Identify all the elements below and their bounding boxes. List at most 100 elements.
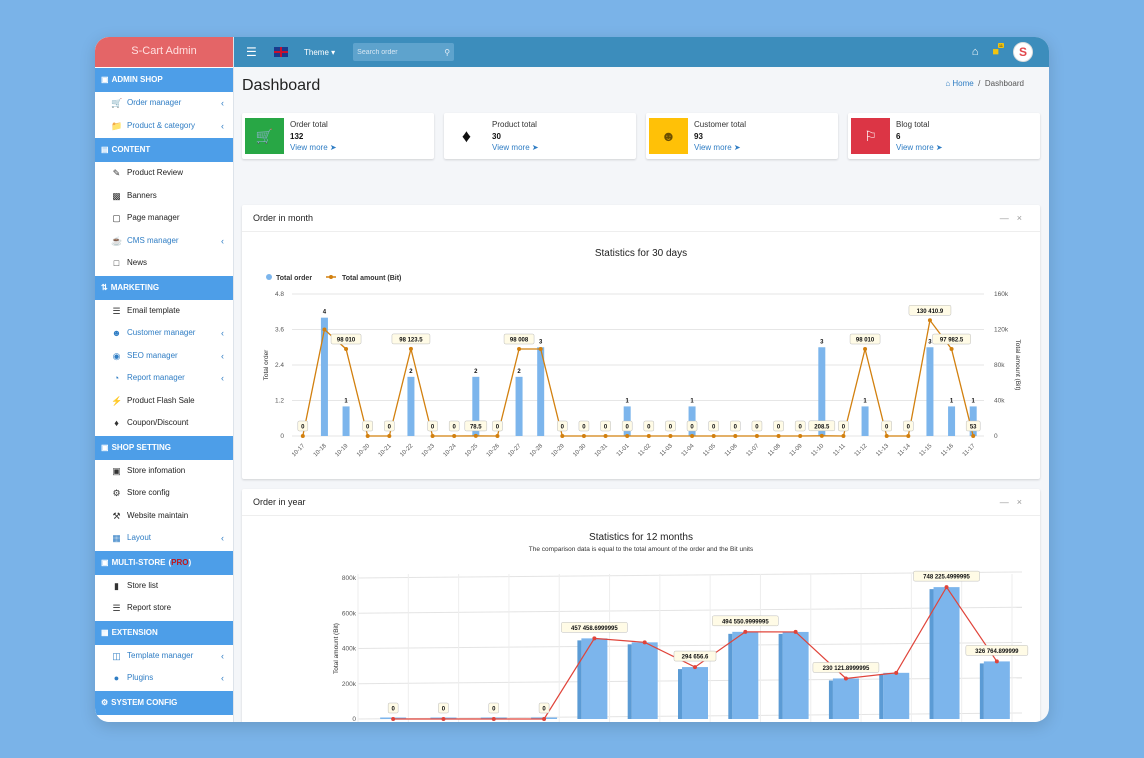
sidebar-item-label: Product Flash Sale xyxy=(127,395,195,405)
point-total-amount xyxy=(668,434,673,438)
line-total-amount xyxy=(302,318,974,437)
line-value-label: 0 xyxy=(366,425,370,431)
data-label-box xyxy=(913,570,980,582)
sidebar-item-news[interactable]: □ News xyxy=(95,252,233,275)
point-trend xyxy=(441,717,446,721)
sidebar-item-plugins[interactable]: ● Plugins ‹ xyxy=(95,667,233,690)
x-tick-label: 10-24 xyxy=(442,443,458,459)
sidebar-item-report-manager[interactable]: ◔ Report manager ‹ xyxy=(95,367,233,390)
y-axis-label: Total amount (Bit) xyxy=(333,623,340,674)
y-tick-label: 0 xyxy=(280,433,284,440)
point-trend xyxy=(994,659,999,664)
line-value-label: 0 xyxy=(388,425,392,431)
point-total-amount xyxy=(581,434,586,438)
line-value-label: 0 xyxy=(442,707,446,713)
sidebar-item-product-review[interactable]: ✎ Product Review xyxy=(95,162,233,185)
bar-value-label: 3 xyxy=(539,339,543,345)
line-value-label: 208.5 xyxy=(814,424,830,430)
y-tick-label: 3.6 xyxy=(275,327,284,334)
sidebar-item-store-infomation[interactable]: ▣ Store infomation xyxy=(95,460,233,483)
arrow-circle-right-icon: ➤ xyxy=(531,143,539,152)
sidebar-item-cms-manager[interactable]: ☕ CMS manager ‹ xyxy=(95,230,233,253)
sidebar-item-layout[interactable]: ▦ Layout ‹ xyxy=(95,527,233,550)
bar-total-order xyxy=(948,406,956,436)
bar-value-label: 1 xyxy=(344,398,348,404)
sidebar-section-admin-shop: ▣ ADMIN SHOP xyxy=(95,68,233,92)
notification-bell-icon[interactable]: ■ 11 xyxy=(992,43,1004,58)
close-icon[interactable]: × xyxy=(1016,497,1030,507)
signs-icon: ⚐ xyxy=(851,118,890,154)
hamburger-menu-icon[interactable]: ☰ xyxy=(246,45,257,59)
chart-icon: ◔ xyxy=(113,373,120,383)
point-trend xyxy=(793,629,798,634)
user-avatar[interactable]: S xyxy=(1013,42,1033,62)
order-in-year-card: Order in year —× Statistics for 12 month… xyxy=(242,489,1040,722)
sidebar-item-label: Report store xyxy=(127,603,172,612)
users-icon: ☻ xyxy=(649,118,688,154)
sidebar-item-page-manager[interactable]: ▢ Page manager xyxy=(95,207,233,230)
breadcrumb-home-link[interactable]: ⌂ Home xyxy=(945,79,974,88)
sidebar-item-customer-manager[interactable]: ☻ Customer manager ‹ xyxy=(95,322,233,345)
view-more-link[interactable]: View more ➤ xyxy=(694,143,741,152)
bar-value-label: 4 xyxy=(323,310,327,316)
chart-12-months: Statistics for 12 months The comparison d… xyxy=(333,532,1029,722)
list-icon: ☰ xyxy=(112,603,121,613)
bar-side-face xyxy=(728,633,733,719)
sidebar-item-banners[interactable]: ▩ Banners xyxy=(95,185,233,208)
bar-total-order xyxy=(472,376,480,436)
line-value-label: 0 xyxy=(712,425,716,431)
point-total-amount xyxy=(927,318,932,323)
sidebar-item-website-maintain[interactable]: ⚒ Website maintain xyxy=(95,505,233,528)
object-group-icon: ▦ xyxy=(112,533,121,543)
info-box-product-total: ♦ Product total 30 View more ➤ xyxy=(444,113,636,159)
sidebar-item-seo-manager[interactable]: ◉ SEO manager ‹ xyxy=(95,345,233,368)
cart-icon: 🛒 xyxy=(245,118,284,154)
view-more-link[interactable]: View more ➤ xyxy=(290,143,337,152)
brand-logo[interactable]: S-Cart Admin xyxy=(95,37,233,67)
pro-label: PRO xyxy=(171,557,189,567)
sidebar-item-product-flash-sale[interactable]: ⚡ Product Flash Sale xyxy=(95,390,233,413)
data-label-box xyxy=(330,333,362,345)
close-icon[interactable]: × xyxy=(1016,213,1030,223)
search-icon[interactable]: ⚲ xyxy=(444,47,451,57)
line-value-label: 0 xyxy=(734,425,738,431)
cogs-icon: ⚙ xyxy=(101,697,109,707)
search-order-input[interactable] xyxy=(357,48,445,56)
sidebar-section-shop-setting: ▣ SHOP SETTING xyxy=(95,435,233,460)
point-total-amount xyxy=(884,434,889,438)
sidebar-item-template-manager[interactable]: ◫ Template manager ‹ xyxy=(95,645,233,668)
bars-icon: ☰ xyxy=(112,305,121,316)
view-more-link[interactable]: View more ➤ xyxy=(492,143,539,152)
chevron-left-icon: ‹ xyxy=(221,673,224,683)
data-label-box xyxy=(391,333,431,345)
sidebar-item-label: Product Review xyxy=(127,168,184,177)
cart-icon: 🛒 xyxy=(111,98,123,108)
sidebar-item-order-manager[interactable]: 🛒 Order manager ‹ xyxy=(95,92,233,115)
x-tick-label: 10-23 xyxy=(421,443,437,459)
sidebar-item-report-store[interactable]: ☰ Report store xyxy=(95,597,233,620)
uk-flag-icon[interactable] xyxy=(274,47,288,57)
notification-badge: 11 xyxy=(997,43,1004,48)
sidebar-item-coupon-discount[interactable]: ♦ Coupon/Discount xyxy=(95,412,233,435)
theme-dropdown[interactable]: Theme ▾ xyxy=(304,47,336,57)
data-label-box xyxy=(384,420,395,432)
x-tick-label: 10-18 xyxy=(313,443,329,459)
brand-name: S-Cart xyxy=(131,45,164,57)
breadcrumb: ⌂ Home / Dashboard xyxy=(945,79,1024,88)
sidebar-item-label: Order manager xyxy=(127,98,182,107)
x-tick-label: 11-02 xyxy=(637,443,652,458)
view-more-label: View more xyxy=(492,143,530,152)
sidebar-item-store-config[interactable]: ⚙ Store config xyxy=(95,482,233,505)
point-trend xyxy=(944,585,949,590)
point-trend xyxy=(642,640,647,645)
sidebar-item-label: Template manager xyxy=(127,650,194,660)
collapse-icon[interactable]: — xyxy=(999,497,1017,507)
sidebar-item-email-template[interactable]: ☰ Email template xyxy=(95,300,233,323)
chart-subtitle: The comparison data is equal to the tota… xyxy=(529,546,754,553)
home-icon[interactable]: ⌂ xyxy=(971,46,979,58)
view-more-link[interactable]: View more ➤ xyxy=(896,143,943,152)
sidebar-item-store-list[interactable]: ▮ Store list xyxy=(95,575,233,598)
info-box-value: 93 xyxy=(694,132,703,141)
collapse-icon[interactable]: — xyxy=(999,213,1017,223)
sidebar-item-product-category[interactable]: 📁 Product & category ‹ xyxy=(95,115,233,138)
